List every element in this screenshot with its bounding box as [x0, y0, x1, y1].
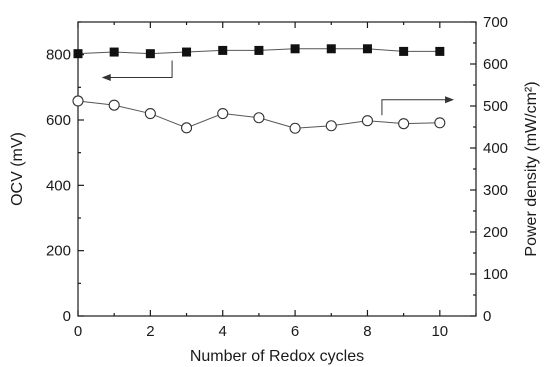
data-point-circle: [289, 122, 301, 134]
data-point-square: [326, 44, 336, 54]
axis-ticks: 0 2 4 6 8 10020040060080001002003004005006007…: [46, 14, 508, 340]
plot-border: [77, 21, 477, 317]
y-tick-label-left: 600: [46, 112, 71, 129]
data-point-square: [109, 47, 119, 57]
arrow-left-line: [108, 60, 173, 79]
series-layer: [72, 44, 446, 134]
plot-frame: [77, 21, 477, 317]
arrow-right-head: [445, 96, 455, 104]
annotation-arrows: [101, 60, 455, 116]
y-tick-label-right: 700: [483, 14, 508, 31]
data-point-circle: [72, 95, 84, 107]
x-tick-label: 8: [363, 323, 371, 340]
data-point-square: [399, 46, 409, 56]
y-tick-label-right: 400: [483, 140, 508, 157]
y-tick-label-right: 100: [483, 266, 508, 283]
y-tick-label-right: 0: [483, 308, 491, 325]
data-point-square: [73, 49, 83, 59]
x-tick-label: 4: [219, 323, 227, 340]
data-point-circle: [434, 117, 446, 129]
y-tick-label-left: 800: [46, 47, 71, 64]
data-point-circle: [217, 108, 229, 120]
arrow-right-line: [381, 99, 448, 116]
data-point-circle: [398, 118, 410, 130]
data-point-circle: [180, 122, 193, 134]
x-tick-label: 0: [74, 323, 82, 340]
y-tick-label-left: 0: [63, 308, 71, 325]
y-tick-label-left: 200: [46, 243, 71, 260]
data-point-circle: [108, 99, 120, 111]
x-tick-label: 6: [291, 323, 299, 340]
arrow-left-head: [101, 74, 111, 82]
data-point-square: [362, 44, 372, 54]
x-tick-label: 10: [431, 323, 448, 340]
data-point-circle: [144, 108, 156, 120]
data-point-square: [290, 44, 300, 54]
y-axis-title-right: Power density (mW/cm²): [523, 81, 540, 256]
y-axis-title-left: OCV (mV): [9, 132, 26, 206]
data-point-square: [218, 45, 228, 55]
x-tick-label: 2: [146, 323, 154, 340]
data-point-circle: [253, 112, 265, 124]
data-point-square: [435, 46, 445, 56]
x-axis-title: Number of Redox cycles: [190, 348, 364, 365]
y-tick-label-right: 200: [483, 224, 508, 241]
data-point-square: [254, 45, 264, 55]
y-tick-label-right: 500: [483, 98, 508, 115]
data-point-square: [145, 49, 155, 59]
y-tick-label-left: 400: [46, 177, 71, 194]
data-point-circle: [361, 115, 374, 127]
data-point-circle: [325, 120, 337, 132]
y-tick-label-right: 300: [483, 182, 508, 199]
y-tick-label-right: 600: [483, 56, 508, 73]
data-point-square: [182, 47, 192, 57]
